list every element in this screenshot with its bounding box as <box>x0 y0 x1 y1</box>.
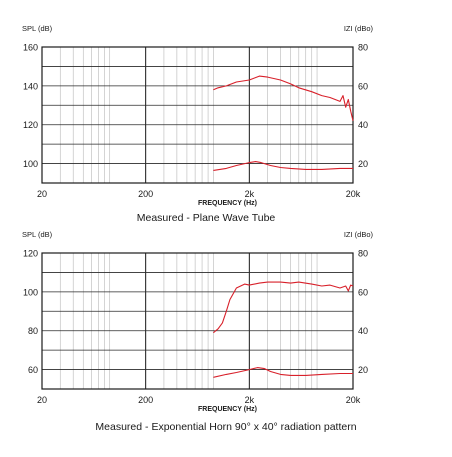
y-tick-label-right: 40 <box>358 120 368 130</box>
y-axis-title-left: SPL (dB) <box>22 230 53 239</box>
y-tick-label-right: 80 <box>358 43 368 53</box>
impedance-curve <box>213 161 353 171</box>
x-tick-label: 20k <box>346 395 361 405</box>
x-tick-label: 2k <box>245 395 255 405</box>
y-tick-label-left: 120 <box>23 249 38 259</box>
chart-caption: Measured - Plane Wave Tube <box>137 212 276 224</box>
y-axis-title-right: IZI (dBo) <box>344 230 374 239</box>
y-tick-label-left: 120 <box>23 120 38 130</box>
x-tick-label: 20 <box>37 189 47 199</box>
spl-curve <box>213 75 354 121</box>
x-tick-label: 20k <box>346 189 361 199</box>
y-axis-title-left: SPL (dB) <box>22 24 53 33</box>
y-tick-label-left: 60 <box>28 365 38 375</box>
x-tick-label: 200 <box>138 395 153 405</box>
plot-frame <box>41 252 354 390</box>
y-tick-label-right: 60 <box>358 287 368 297</box>
y-tick-label-right: 40 <box>358 326 368 336</box>
plot-frame <box>41 46 354 184</box>
x-axis-title: FREQUENCY (Hz) <box>198 406 257 413</box>
impedance-curve <box>213 367 353 378</box>
x-axis-title: FREQUENCY (Hz) <box>198 200 257 207</box>
x-tick-label: 2k <box>245 189 255 199</box>
y-tick-label-left: 140 <box>23 81 38 91</box>
y-tick-label-left: 80 <box>28 326 38 336</box>
y-tick-label-right: 20 <box>358 159 368 169</box>
y-tick-label-left: 160 <box>23 43 38 53</box>
y-tick-label-right: 60 <box>358 81 368 91</box>
x-tick-label: 200 <box>138 189 153 199</box>
y-tick-label-right: 80 <box>358 249 368 259</box>
y-axis-title-right: IZI (dBo) <box>344 24 374 33</box>
x-tick-label: 20 <box>37 395 47 405</box>
y-tick-label-left: 100 <box>23 287 38 297</box>
spl-curve <box>213 281 354 334</box>
chart-caption: Measured - Exponential Horn 90° x 40° ra… <box>95 421 356 433</box>
y-tick-label-left: 100 <box>23 159 38 169</box>
y-tick-label-right: 20 <box>358 365 368 375</box>
